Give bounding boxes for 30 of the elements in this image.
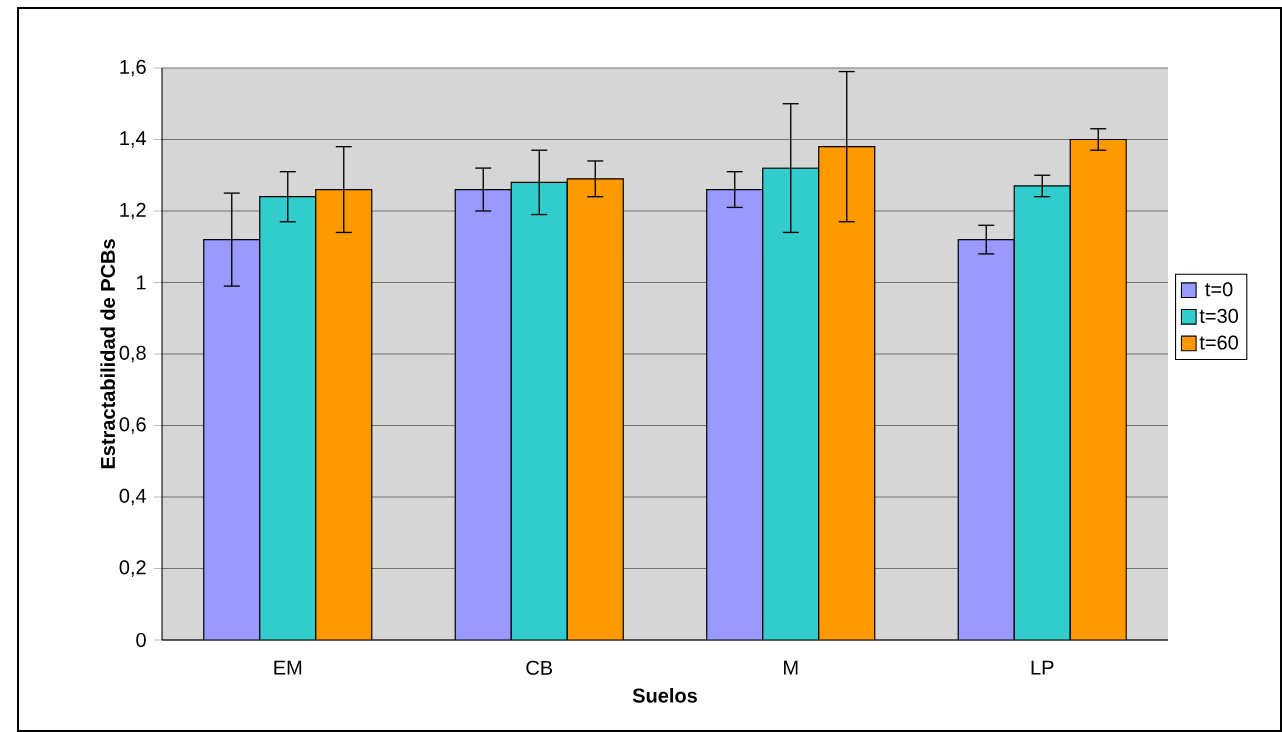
bar xyxy=(957,238,1015,640)
bar xyxy=(706,189,763,640)
y-tick-label: 0,2 xyxy=(119,560,146,577)
bar xyxy=(511,182,568,640)
bar xyxy=(315,189,372,640)
y-tick-label: 0 xyxy=(136,632,146,648)
y-tick-label: 0,4 xyxy=(119,488,147,506)
x-tick-label: EM xyxy=(274,660,302,675)
bar xyxy=(455,189,512,640)
bar xyxy=(1013,185,1071,640)
y-tick-label: 1,4 xyxy=(120,131,147,148)
x-tick-label: LP xyxy=(1031,660,1054,675)
legend-label: t=30 xyxy=(1199,308,1238,323)
x-axis-title: Suelos xyxy=(632,688,697,703)
bar xyxy=(259,196,316,640)
y-tick-label: 0,8 xyxy=(119,345,146,363)
bar xyxy=(762,168,819,640)
x-tick-label: CB xyxy=(526,660,553,675)
bar xyxy=(567,178,624,640)
y-tick-label: 0,6 xyxy=(119,417,146,434)
y-tick-label: 1,2 xyxy=(120,202,146,220)
legend-label: t=0 xyxy=(1205,282,1233,297)
x-tick-label: M xyxy=(784,660,798,675)
bar xyxy=(1069,138,1127,640)
legend-label: t=60 xyxy=(1199,335,1238,350)
y-axis-title: Estractabilidad de PCBs xyxy=(100,239,115,469)
y-tick-label: 1,6 xyxy=(120,59,146,77)
bar xyxy=(818,146,875,640)
y-tick-label: 1 xyxy=(137,275,146,290)
bar xyxy=(203,239,260,640)
